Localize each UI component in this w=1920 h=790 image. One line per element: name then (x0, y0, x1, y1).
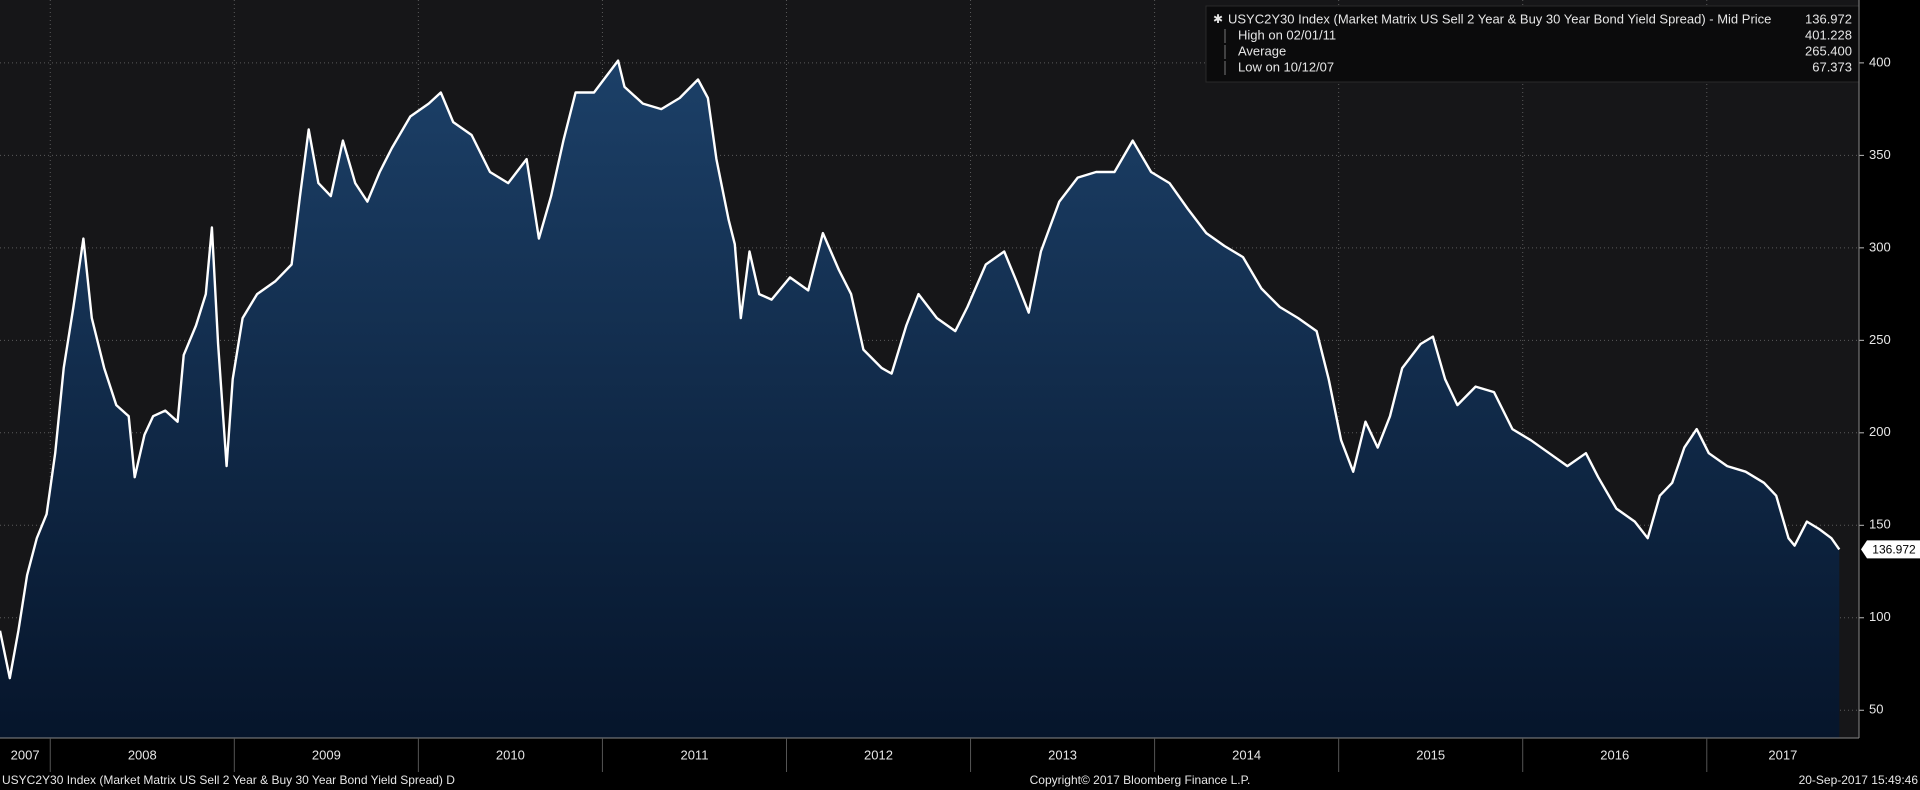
area (0, 60, 1840, 739)
x-tick-label: 2015 (1416, 747, 1445, 762)
x-tick-label: 2008 (128, 747, 157, 762)
y-tick-label: 100 (1869, 609, 1891, 624)
y-tick-label: 250 (1869, 332, 1891, 347)
x-tick-label: 2011 (680, 747, 708, 762)
footer-right: 20-Sep-2017 15:49:46 (1799, 773, 1919, 787)
price-tag (1861, 540, 1920, 559)
legend-label: High on 02/01/11 (1238, 27, 1336, 42)
line (0, 59, 1841, 680)
legend-marker: ✱ (1213, 12, 1223, 26)
legend-box (1205, 5, 1860, 83)
x-tick-label: 2016 (1600, 747, 1629, 762)
x-tick-label: 2013 (1048, 747, 1077, 762)
x-tick-label: 2017 (1768, 747, 1797, 762)
legend-value: 401.228 (1805, 27, 1852, 42)
legend-value: 136.972 (1805, 11, 1852, 26)
price-tag-label: 136.972 (1872, 543, 1916, 557)
legend-value: 67.373 (1812, 59, 1852, 74)
y-tick-label: 350 (1869, 147, 1891, 162)
x-tick-label: 2007 (11, 747, 40, 762)
legend-label: Average (1238, 43, 1286, 58)
footer-left: USYC2Y30 Index (Market Matrix US Sell 2 … (2, 773, 455, 787)
legend-title: USYC2Y30 Index (Market Matrix US Sell 2 … (1228, 11, 1771, 26)
legend-value: 265.400 (1805, 43, 1852, 58)
x-tick-label: 2012 (864, 747, 893, 762)
x-tick-label: 2010 (496, 747, 525, 762)
x-tick-label: 2009 (312, 747, 341, 762)
y-tick-label: 400 (1869, 54, 1891, 69)
footer-center: Copyright© 2017 Bloomberg Finance L.P. (1030, 773, 1251, 787)
y-tick-label: 300 (1869, 239, 1891, 254)
x-axis-band (0, 738, 1859, 772)
y-tick-label: 200 (1869, 424, 1891, 439)
legend-label: Low on 10/12/07 (1238, 59, 1334, 74)
y-tick-label: 50 (1869, 702, 1883, 717)
x-tick-label: 2014 (1232, 747, 1261, 762)
y-tick-label: 150 (1869, 517, 1891, 532)
